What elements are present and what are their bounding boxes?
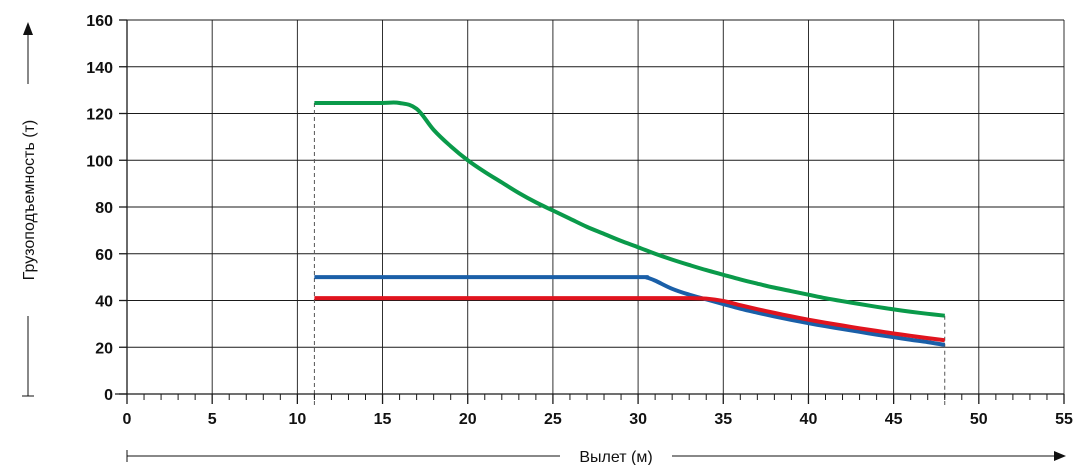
x-tick-label: 0	[123, 411, 132, 428]
grid	[127, 19, 1065, 394]
axes	[115, 19, 1065, 404]
series-line-1	[314, 100, 945, 318]
x-axis-title-group: Вылет (м)	[126, 449, 1066, 465]
x-tick-label: 50	[970, 411, 988, 428]
y-axis-arrowhead-icon	[23, 22, 33, 35]
x-tick-label: 15	[374, 411, 392, 428]
series-lines	[314, 100, 946, 347]
x-axis-arrowhead-icon	[1054, 451, 1066, 461]
series-line-2	[314, 275, 946, 347]
y-tick-label: 160	[86, 13, 113, 30]
y-tick-label: 120	[86, 107, 113, 124]
x-tick-label: 45	[885, 411, 903, 428]
y-tick-label: 100	[86, 153, 113, 170]
x-tick-label: 55	[1055, 411, 1073, 428]
y-tick-label: 80	[95, 200, 113, 217]
tick-labels: 0 20 40 60 80 100 120 140 160 0 5 10 15 20 25 30 35 40 45 5…	[86, 13, 1073, 428]
x-tick-label: 35	[714, 411, 732, 428]
y-tick-label: 40	[95, 294, 113, 311]
x-tick-label: 5	[208, 411, 217, 428]
x-tick-label: 25	[544, 411, 562, 428]
x-axis-title: Вылет (м)	[579, 449, 652, 465]
y-axis-title: Грузоподъемность (т)	[21, 120, 38, 280]
x-tick-label: 20	[459, 411, 477, 428]
y-axis-title-group: Грузоподъемность (т)	[21, 22, 38, 397]
y-tick-label: 0	[104, 387, 113, 404]
x-tick-label: 30	[629, 411, 647, 428]
range-markers	[313, 102, 946, 406]
series-line-3	[314, 296, 945, 343]
x-tick-label: 10	[288, 411, 306, 428]
y-tick-label: 20	[95, 340, 113, 357]
y-tick-label: 140	[86, 60, 113, 77]
y-tick-label: 60	[95, 247, 113, 264]
x-tick-label: 40	[800, 411, 818, 428]
